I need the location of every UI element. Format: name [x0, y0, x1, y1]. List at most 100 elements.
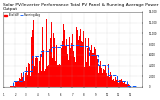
Bar	[53, 33, 54, 87]
Bar	[23, 74, 24, 87]
Bar	[124, 84, 125, 87]
Bar	[21, 73, 22, 87]
Bar	[36, 57, 37, 87]
Bar	[12, 86, 13, 87]
Bar	[103, 68, 104, 87]
Bar	[80, 29, 81, 87]
Bar	[20, 76, 21, 87]
Bar	[127, 85, 128, 87]
Bar	[111, 75, 112, 87]
Bar	[74, 57, 75, 87]
Bar	[70, 48, 71, 87]
Bar	[29, 64, 30, 87]
Bar	[18, 81, 19, 87]
Bar	[46, 19, 47, 87]
Bar	[84, 67, 85, 87]
Bar	[115, 77, 116, 87]
Bar	[98, 72, 99, 87]
Bar	[120, 80, 121, 87]
Bar	[37, 58, 38, 87]
Bar	[52, 58, 53, 87]
Bar	[110, 72, 111, 87]
Bar	[101, 68, 102, 87]
Bar	[63, 24, 64, 87]
Bar	[45, 69, 46, 87]
Bar	[61, 48, 62, 87]
Bar	[49, 49, 50, 87]
Bar	[34, 67, 35, 87]
Bar	[25, 73, 26, 87]
Bar	[96, 64, 97, 87]
Bar	[72, 34, 73, 87]
Bar	[117, 79, 118, 87]
Bar	[78, 40, 79, 87]
Bar	[95, 48, 96, 87]
Bar	[128, 84, 129, 87]
Bar	[93, 52, 94, 87]
Bar	[118, 83, 119, 87]
Bar	[30, 76, 31, 87]
Bar	[79, 36, 80, 87]
Bar	[71, 43, 72, 87]
Bar	[88, 38, 89, 87]
Bar	[130, 86, 131, 87]
Text: Solar PV/Inverter Performance Total PV Panel & Running Average Power Output: Solar PV/Inverter Performance Total PV P…	[3, 3, 158, 11]
Bar	[42, 27, 43, 87]
Bar	[68, 26, 69, 87]
Bar	[81, 41, 82, 87]
Bar	[67, 54, 68, 87]
Bar	[119, 80, 120, 87]
Bar	[62, 52, 63, 87]
Bar	[47, 66, 48, 87]
Bar	[33, 20, 34, 87]
Bar	[75, 62, 76, 87]
Bar	[122, 81, 123, 87]
Bar	[35, 58, 36, 87]
Bar	[112, 80, 113, 87]
Bar	[89, 66, 90, 87]
Bar	[90, 50, 91, 87]
Bar	[85, 38, 86, 87]
Bar	[10, 86, 11, 87]
Bar	[54, 38, 55, 87]
Bar	[66, 40, 67, 87]
Bar	[32, 30, 33, 87]
Bar	[65, 36, 66, 87]
Bar	[57, 66, 58, 87]
Bar	[58, 65, 59, 87]
Legend: Total kW, Running Avg: Total kW, Running Avg	[4, 13, 40, 18]
Bar	[129, 85, 130, 87]
Bar	[107, 71, 108, 87]
Bar	[109, 77, 110, 87]
Bar	[56, 45, 57, 87]
Bar	[13, 86, 14, 87]
Bar	[40, 69, 41, 87]
Bar	[38, 73, 39, 87]
Bar	[43, 50, 44, 87]
Bar	[48, 65, 49, 87]
Bar	[44, 71, 45, 87]
Bar	[102, 73, 103, 87]
Bar	[94, 47, 95, 87]
Bar	[24, 81, 25, 87]
Bar	[41, 71, 42, 87]
Bar	[121, 80, 122, 87]
Bar	[87, 60, 88, 87]
Bar	[108, 64, 109, 87]
Bar	[83, 31, 84, 87]
Bar	[39, 61, 40, 87]
Bar	[64, 30, 65, 87]
Bar	[11, 86, 12, 87]
Bar	[76, 26, 77, 87]
Bar	[16, 82, 17, 87]
Bar	[14, 86, 15, 87]
Bar	[123, 83, 124, 87]
Bar	[99, 66, 100, 87]
Bar	[105, 65, 106, 87]
Bar	[82, 42, 83, 87]
Bar	[51, 22, 52, 87]
Bar	[106, 73, 107, 87]
Bar	[60, 65, 61, 87]
Bar	[22, 77, 23, 87]
Bar	[27, 75, 28, 87]
